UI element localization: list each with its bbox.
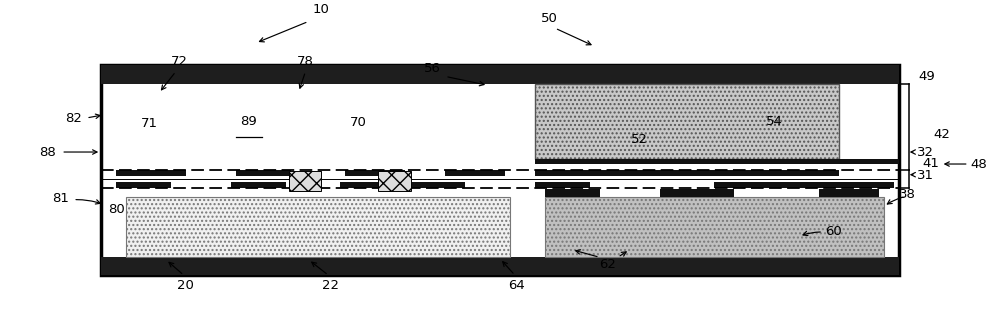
Bar (545, 197, 884, 257)
Bar (545, 190, 600, 197)
Text: 49: 49 (919, 70, 936, 83)
Text: 38: 38 (899, 188, 916, 201)
Text: 31: 31 (917, 169, 934, 182)
Bar (535, 159, 899, 164)
Bar (231, 182, 286, 188)
Bar (340, 182, 465, 188)
Bar (126, 197, 510, 257)
Bar (116, 182, 171, 188)
Bar (535, 170, 839, 176)
Bar (101, 65, 899, 84)
Text: 80: 80 (108, 203, 125, 216)
Bar (345, 170, 405, 176)
Text: 50: 50 (541, 11, 558, 25)
Text: 70: 70 (350, 116, 367, 129)
Text: 71: 71 (140, 117, 157, 130)
Bar (289, 171, 321, 191)
Text: 78: 78 (297, 55, 314, 68)
Text: 41: 41 (923, 157, 940, 170)
Bar (116, 170, 186, 176)
Text: 88: 88 (39, 145, 56, 159)
Text: 54: 54 (766, 115, 783, 128)
Text: 52: 52 (631, 132, 648, 145)
Bar (101, 257, 899, 275)
Text: 62: 62 (599, 258, 616, 271)
Text: 72: 72 (170, 55, 187, 68)
Text: 60: 60 (825, 225, 842, 239)
Text: 56: 56 (424, 61, 441, 75)
Bar (535, 84, 839, 159)
Text: 48: 48 (971, 158, 987, 171)
Bar (819, 190, 879, 197)
Text: 32: 32 (917, 145, 934, 159)
Bar (535, 182, 590, 188)
Bar (101, 65, 899, 275)
Bar (834, 182, 894, 188)
Bar (660, 190, 734, 197)
Text: 81: 81 (52, 192, 69, 205)
Text: 20: 20 (177, 279, 194, 292)
Text: 42: 42 (934, 128, 951, 141)
Text: 10: 10 (312, 3, 329, 16)
Text: 89: 89 (240, 115, 257, 128)
Bar (445, 170, 505, 176)
Bar (714, 182, 839, 188)
Text: 64: 64 (509, 279, 525, 292)
Bar (378, 171, 411, 191)
Text: 82: 82 (65, 112, 82, 125)
Text: 22: 22 (322, 279, 339, 292)
Bar (236, 170, 291, 176)
